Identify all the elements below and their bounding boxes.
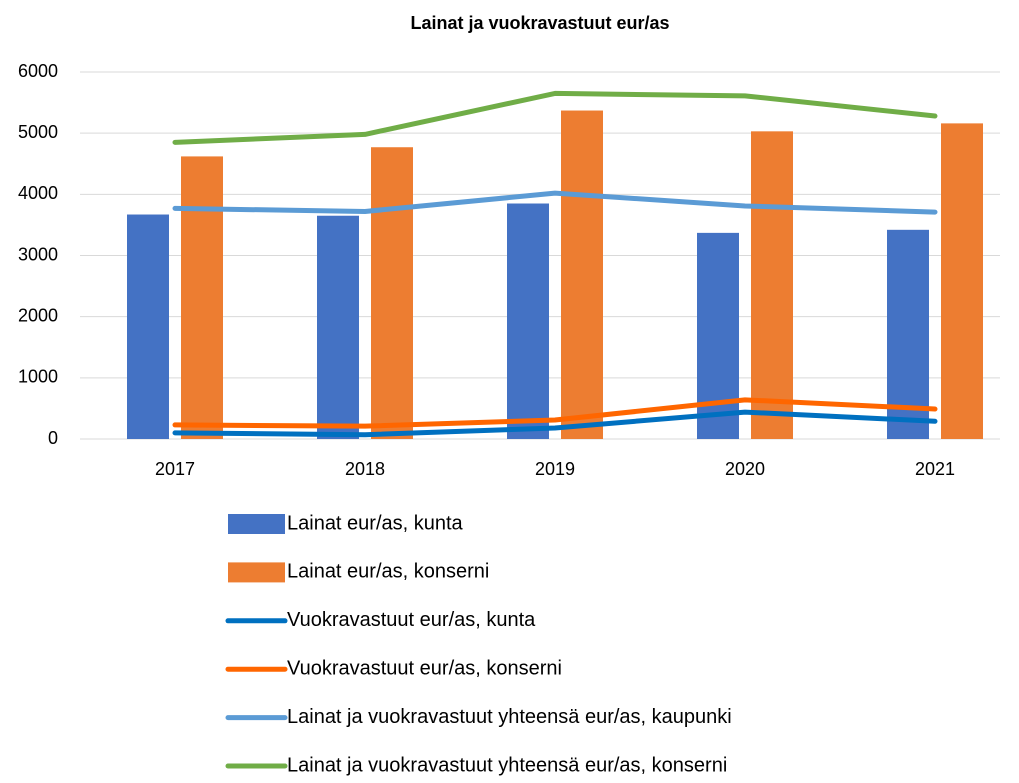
bar — [941, 123, 983, 439]
bar — [507, 203, 549, 439]
bar — [887, 229, 929, 439]
legend-label: Lainat eur/as, konserni — [287, 561, 489, 583]
bar — [561, 110, 603, 439]
bar — [697, 232, 739, 439]
bar — [317, 215, 359, 439]
y-tick-label: 0 — [48, 428, 58, 448]
bar — [127, 214, 169, 439]
y-tick-label: 2000 — [18, 305, 58, 325]
legend-swatch — [228, 562, 285, 583]
x-tick-label: 2020 — [725, 459, 765, 479]
x-tick-label: 2019 — [535, 459, 575, 479]
x-tick-label: 2018 — [345, 459, 385, 479]
chart-title: Lainat ja vuokravastuut eur/as — [410, 13, 669, 33]
legend-label: Lainat eur/as, kunta — [287, 512, 464, 534]
y-tick-label: 4000 — [18, 183, 58, 203]
x-tick-label: 2021 — [915, 459, 955, 479]
bar — [751, 131, 793, 439]
line — [172, 409, 938, 438]
legend-label: Vuokravastuut eur/as, konserni — [287, 657, 562, 679]
bar — [181, 156, 223, 439]
line — [172, 397, 938, 429]
legend-label: Vuokravastuut eur/as, kunta — [287, 609, 536, 631]
x-tick-label: 2017 — [155, 459, 195, 479]
bar — [371, 147, 413, 440]
y-tick-label: 1000 — [18, 367, 58, 387]
line — [172, 190, 938, 215]
legend-swatch — [228, 514, 285, 534]
y-tick-label: 5000 — [18, 122, 58, 142]
y-tick-label: 3000 — [18, 244, 58, 264]
line — [172, 90, 938, 145]
y-tick-label: 6000 — [18, 61, 58, 81]
legend-label: Lainat ja vuokravastuut yhteensä eur/as,… — [287, 706, 732, 728]
legend-label: Lainat ja vuokravastuut yhteensä eur/as,… — [287, 754, 727, 776]
